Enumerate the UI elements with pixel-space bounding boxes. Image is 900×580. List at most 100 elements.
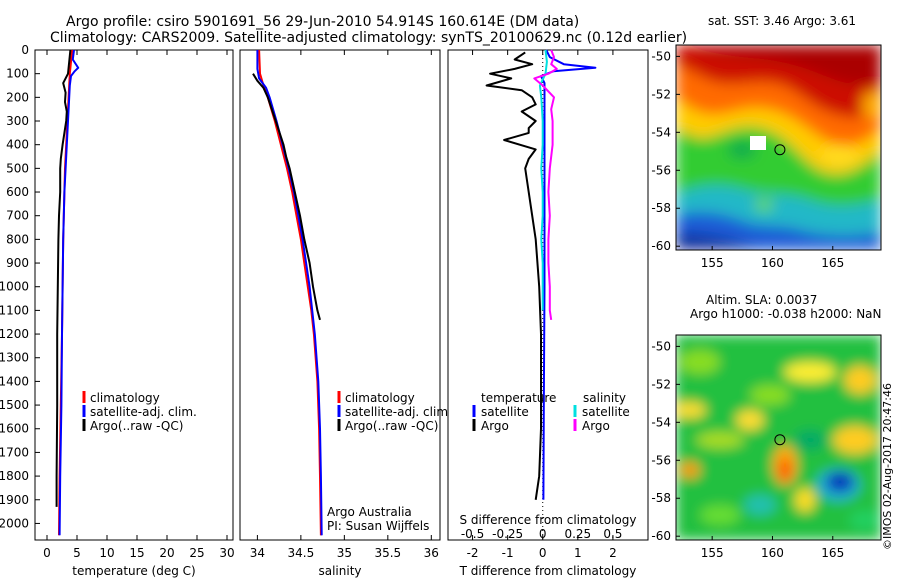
y-tick-label: 600 [6,185,29,199]
credit-timestamp: ©IMOS 02-Aug-2017 20:47:46 [881,383,894,550]
series-line-argo-raw-qc [55,49,72,507]
x-tick-label: 36 [424,546,439,560]
series-line-salinity-Argo [533,49,558,321]
map-y-tick-label: -58 [651,491,671,505]
annotation-argo-australia: Argo Australia [327,505,412,519]
y-tick-label: 1700 [0,445,29,459]
sla-map-axes: 155 160 165 -50 -52 -54 -56 -58 -60 [651,339,844,560]
y-tick-label: 500 [6,161,29,175]
map-y-tick-label: -58 [651,201,671,215]
x-tick-label: -2 [467,546,479,560]
salinity-series [252,49,323,536]
sst-data-gap [750,136,766,150]
depth-axis: 0 100 200 300 400 500 600 700 800 900 1000 1100 1200… [0,43,453,530]
x-tick-label: 30 [219,546,234,560]
sla-map-subtitle: Argo h1000: -0.038 h2000: NaN [690,307,882,321]
temperature-x-axis: 0 5 10 15 20 25 30 [43,50,235,560]
t-difference-x-axis: -2 -1 0 1 2 [467,50,617,560]
y-tick-label: 1400 [0,374,29,388]
argo-position-marker [774,144,786,156]
x-tick-label: 0 [43,546,51,560]
difference-series [485,49,597,540]
x-tick-label: 15 [129,546,144,560]
argo-position-marker [774,434,786,446]
x-tick-label: 1 [574,546,582,560]
x-tick-label: -1 [502,546,514,560]
temperature-legend: climatology satellite-adj. clim. Argo(..… [82,391,197,433]
y-tick-label: 400 [6,138,29,152]
y-tick-label: 1300 [0,351,29,365]
series-line-temperature-Argo [485,51,542,500]
y-tick-label: 1800 [0,469,29,483]
salinity-xlabel: salinity [318,564,361,578]
y-tick-label: 2000 [0,516,29,530]
y-tick-label: 1100 [0,303,29,317]
map-x-tick-label: 155 [701,256,724,270]
legend-label-climatology: climatology [90,391,160,405]
sla-map: 155 160 165 -50 -52 -54 -56 -58 -60 [651,334,882,560]
salinity-legend: climatology satellite-adj. clim. Argo(..… [337,391,452,433]
series-line-temperature-satellite [540,49,597,500]
sla-map-title: Altim. SLA: 0.0037 [706,293,818,307]
x-tick-label: 10 [99,546,114,560]
x-tick-label: 35 [337,546,352,560]
difference-axes-frame [447,49,649,541]
series-line-argo-raw-qc [252,73,321,321]
legend-label-climatology: climatology [345,391,415,405]
s-difference-xlabel: S difference from climatology [460,513,637,527]
map-y-tick-label: -54 [651,125,671,139]
difference-legend: temperature salinity satellite Argo sate… [472,391,630,433]
figure-title-line2: Climatology: CARS2009. Satellite-adjuste… [50,30,688,46]
y-tick-label: 1600 [0,422,29,436]
legend-label-sal-satellite: satellite [582,405,630,419]
x-tick-label: 20 [159,546,174,560]
map-y-tick-label: -60 [651,529,671,543]
map-x-tick-label: 160 [761,546,784,560]
legend-label-satellite-adj: satellite-adj. clim. [345,405,452,419]
legend-label-temp-argo: Argo [481,419,509,433]
legend-title-temperature: temperature [481,391,556,405]
map-y-tick-label: -50 [651,49,671,63]
x-tick-label: 25 [189,546,204,560]
y-tick-label: 800 [6,232,29,246]
s-tick-label: 0.5 [603,527,622,541]
s-tick-label: 0.25 [564,527,591,541]
map-y-tick-label: -60 [651,239,671,253]
legend-label-satellite-adj: satellite-adj. clim. [90,405,197,419]
y-tick-label: 200 [6,90,29,104]
x-tick-label: 5 [73,546,81,560]
map-y-tick-label: -56 [651,453,671,467]
legend-title-salinity: salinity [583,391,626,405]
figure-title-line1: Argo profile: csiro 5901691_56 29-Jun-20… [66,14,580,30]
map-x-tick-label: 155 [701,546,724,560]
legend-label-temp-satellite: satellite [481,405,529,419]
map-y-tick-label: -54 [651,415,671,429]
y-tick-label: 900 [6,256,29,270]
y-tick-label: 1500 [0,398,29,412]
difference-panel: -2 -1 0 1 2 -0.5 -0.25 0 0.25 0.5 temperature sa… [447,49,649,578]
salinity-x-axis: 34 34.5 35 35.5 36 [250,50,439,560]
legend-label-argo: Argo(..raw -QC) [345,419,438,433]
salinity-panel: 34 34.5 35 35.5 36 climatology satellite-adj… [239,49,452,578]
map-y-tick-label: -50 [651,339,671,353]
sst-map: 155 160 165 -50 -52 -54 -56 -58 -60 [651,44,882,270]
series-line-satellite-adj-clim [58,49,80,536]
temperature-panel: 0100200300400500600700800900100011001200… [0,43,453,578]
sst-map-axes: 155 160 165 -50 -52 -54 -56 -58 -60 [651,49,844,270]
map-y-tick-label: -52 [651,87,671,101]
map-x-tick-label: 165 [821,546,844,560]
map-x-tick-label: 165 [821,256,844,270]
series-line-satellite-adj-clim [256,50,323,536]
temperature-axes-frame [34,49,234,541]
x-tick-label: 34.5 [288,546,315,560]
y-tick-label: 700 [6,209,29,223]
y-tick-label: 0 [21,43,29,57]
t-difference-xlabel: T difference from climatology [459,564,637,578]
legend-label-argo: Argo(..raw -QC) [90,419,183,433]
x-tick-label: 0 [539,546,547,560]
annotation-pi: PI: Susan Wijffels [327,519,429,533]
salinity-axes-frame [239,49,441,541]
y-tick-label: 1200 [0,327,29,341]
y-tick-label: 1900 [0,493,29,507]
